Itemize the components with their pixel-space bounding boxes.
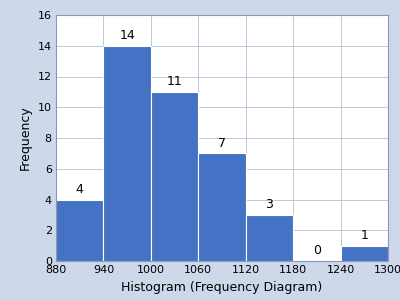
Bar [56,200,104,261]
Bar [104,46,151,261]
Bar [198,153,246,261]
Text: 0: 0 [313,244,321,257]
Text: 4: 4 [76,183,84,196]
Y-axis label: Frequency: Frequency [19,106,32,170]
Text: 1: 1 [360,229,368,242]
Text: 3: 3 [266,198,273,211]
Bar [151,92,198,261]
Text: 7: 7 [218,136,226,149]
Bar [246,215,293,261]
Text: 14: 14 [119,29,135,42]
X-axis label: Histogram (Frequency Diagram): Histogram (Frequency Diagram) [121,281,323,294]
Text: 11: 11 [167,75,182,88]
Bar [340,246,388,261]
